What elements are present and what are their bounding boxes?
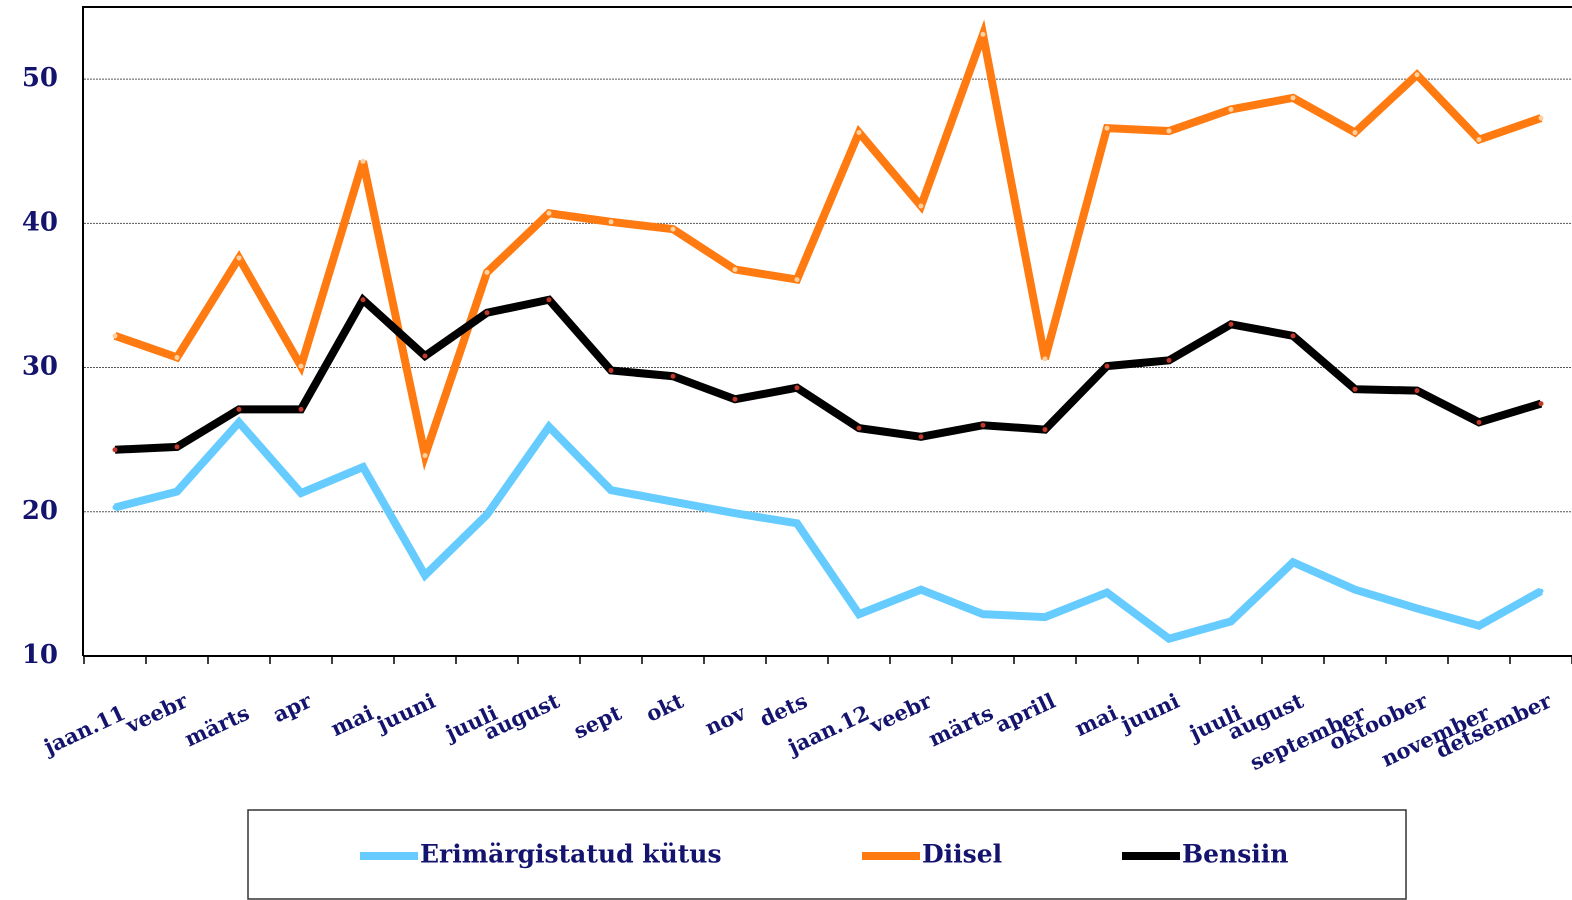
data-point	[112, 333, 118, 339]
data-point	[236, 255, 242, 261]
data-point	[1042, 356, 1048, 362]
x-tick-label: mai	[1071, 700, 1121, 741]
y-tick-label: 10	[22, 640, 58, 670]
data-point	[794, 520, 800, 526]
data-point	[360, 158, 366, 164]
data-point	[546, 297, 552, 303]
x-tick-label: sept	[570, 700, 626, 744]
series-line	[114, 416, 1543, 644]
data-point	[1228, 321, 1234, 327]
data-point	[112, 447, 118, 453]
data-point	[1414, 605, 1420, 611]
x-tick-label: okt	[642, 688, 688, 727]
data-point	[1538, 401, 1544, 407]
data-point	[1538, 115, 1544, 121]
data-point	[236, 419, 242, 425]
data-point	[1042, 614, 1048, 620]
data-point	[732, 266, 738, 272]
data-point	[1104, 125, 1110, 131]
data-point	[856, 425, 862, 431]
data-point	[1352, 129, 1358, 135]
data-point	[1166, 636, 1172, 642]
data-point	[1228, 618, 1234, 624]
data-point	[1228, 106, 1234, 112]
data-point	[670, 499, 676, 505]
data-point	[1538, 588, 1544, 594]
data-point	[794, 385, 800, 391]
y-tick-label: 50	[22, 63, 58, 93]
data-point	[422, 453, 428, 459]
x-tick-label: dets	[756, 688, 811, 732]
series-line	[114, 293, 1543, 454]
data-point	[236, 406, 242, 412]
data-point	[1476, 419, 1482, 425]
data-point	[608, 219, 614, 225]
data-point	[670, 373, 676, 379]
y-tick-label: 20	[22, 496, 58, 526]
data-point	[608, 487, 614, 493]
data-point	[608, 367, 614, 373]
y-tick-label: 40	[22, 207, 58, 237]
x-tick-label: märts	[925, 700, 998, 752]
data-point	[112, 504, 118, 510]
x-tick-label: aprill	[991, 688, 1059, 737]
data-point	[1414, 388, 1420, 394]
data-point	[918, 434, 924, 440]
data-point	[980, 422, 986, 428]
data-point	[980, 31, 986, 37]
data-point	[422, 572, 428, 578]
data-point	[546, 424, 552, 430]
data-point	[484, 269, 490, 275]
data-point	[360, 464, 366, 470]
data-point	[1166, 357, 1172, 363]
x-tick-label: nov	[701, 700, 750, 741]
x-tick-label: apr	[269, 687, 316, 727]
data-point	[670, 226, 676, 232]
x-tick-label: märts	[181, 700, 254, 752]
data-point	[1290, 95, 1296, 101]
data-point	[1042, 427, 1048, 433]
data-point	[732, 510, 738, 516]
x-tick-label: mai	[327, 700, 377, 741]
data-point	[174, 354, 180, 360]
data-point	[1166, 128, 1172, 134]
data-point	[1352, 587, 1358, 593]
legend-label: Erimärgistatud kütus	[420, 840, 722, 869]
x-tick-label: august	[480, 688, 564, 745]
data-point	[1290, 559, 1296, 565]
data-point	[856, 611, 862, 617]
data-point	[1104, 590, 1110, 596]
data-point	[1290, 333, 1296, 339]
data-point	[546, 210, 552, 216]
data-point	[1104, 363, 1110, 369]
data-point	[1414, 72, 1420, 78]
data-point	[1476, 623, 1482, 629]
data-point	[422, 353, 428, 359]
data-point	[298, 363, 304, 369]
data-point	[484, 512, 490, 518]
series-line	[113, 19, 1543, 471]
data-point	[980, 611, 986, 617]
data-point	[1476, 137, 1482, 143]
x-tick-label: jaan.11	[38, 700, 129, 760]
x-tick-label: juuni	[1115, 688, 1183, 737]
data-point	[298, 406, 304, 412]
y-tick-label: 30	[22, 352, 58, 382]
legend-label: Diisel	[922, 840, 1002, 869]
legend-label: Bensiin	[1182, 840, 1288, 869]
data-point	[1352, 386, 1358, 392]
data-point	[732, 396, 738, 402]
x-tick-label: juuni	[371, 688, 439, 737]
data-point	[918, 203, 924, 209]
data-point	[918, 587, 924, 593]
data-point	[484, 310, 490, 316]
data-point	[174, 444, 180, 450]
data-point	[298, 490, 304, 496]
data-point	[174, 489, 180, 495]
data-point	[856, 129, 862, 135]
data-point	[794, 277, 800, 283]
data-point	[360, 297, 366, 303]
legend-box	[247, 809, 1407, 900]
